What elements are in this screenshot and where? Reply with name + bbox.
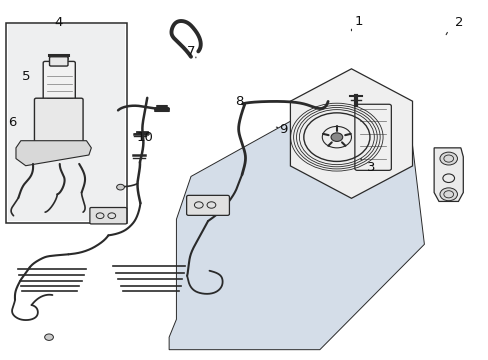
Circle shape: [330, 133, 342, 141]
Text: 8: 8: [235, 95, 244, 108]
Text: 5: 5: [22, 70, 31, 83]
Polygon shape: [290, 69, 412, 198]
Text: 10: 10: [136, 131, 153, 144]
Text: 9: 9: [279, 123, 287, 136]
FancyBboxPatch shape: [43, 62, 75, 103]
Text: 1: 1: [354, 14, 362, 27]
Text: 2: 2: [454, 15, 463, 28]
Text: 6: 6: [8, 116, 16, 129]
Text: 7: 7: [186, 45, 195, 58]
FancyBboxPatch shape: [90, 207, 126, 224]
Circle shape: [439, 188, 457, 201]
Circle shape: [439, 152, 457, 165]
Text: 3: 3: [366, 161, 374, 174]
FancyBboxPatch shape: [186, 195, 229, 215]
FancyBboxPatch shape: [34, 98, 83, 142]
Polygon shape: [433, 148, 462, 202]
FancyBboxPatch shape: [354, 104, 390, 170]
FancyBboxPatch shape: [8, 24, 124, 221]
Circle shape: [44, 334, 53, 341]
Polygon shape: [169, 116, 424, 350]
Circle shape: [116, 184, 124, 190]
FancyBboxPatch shape: [49, 57, 68, 66]
Polygon shape: [16, 141, 91, 166]
Text: 4: 4: [55, 16, 63, 29]
FancyBboxPatch shape: [6, 23, 126, 223]
